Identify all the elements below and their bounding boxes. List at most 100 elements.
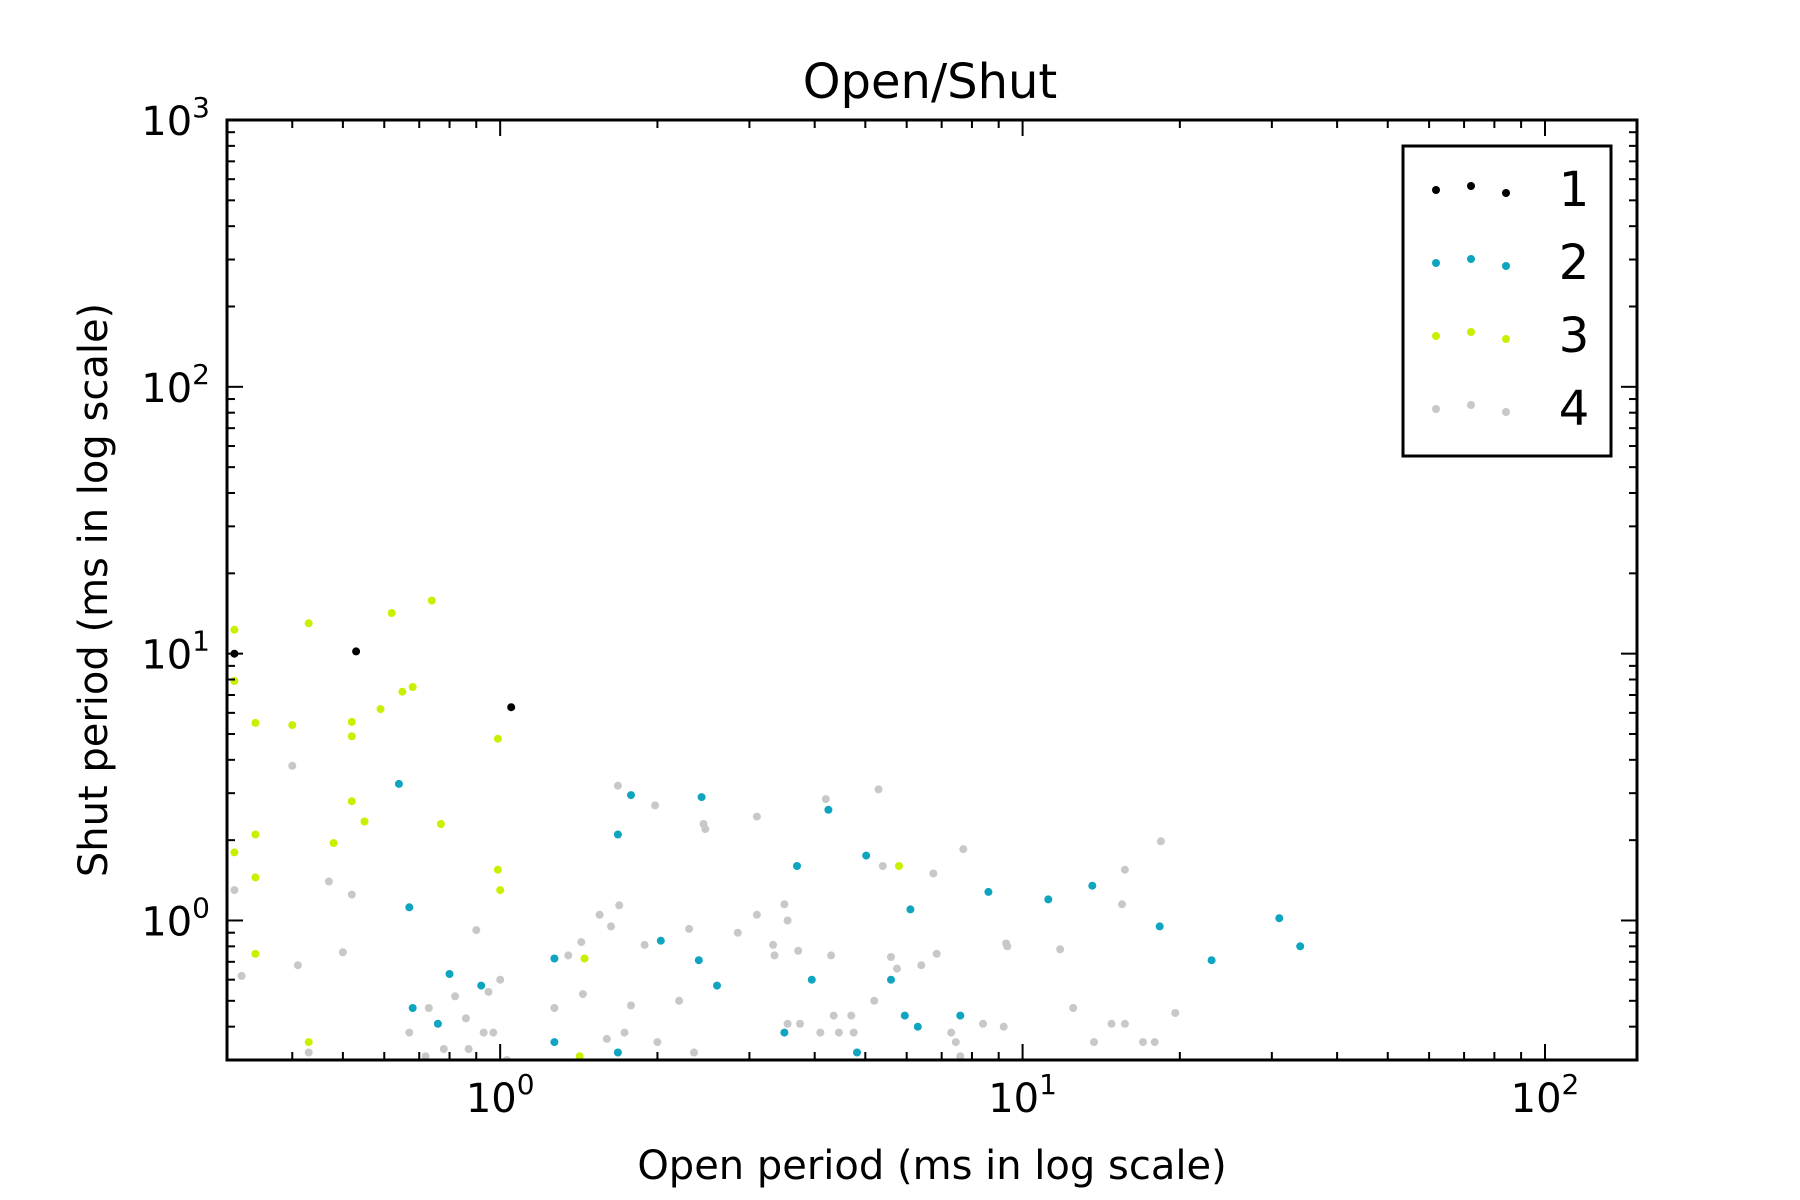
data-point-series-4 bbox=[816, 1029, 824, 1037]
data-point-series-2 bbox=[824, 806, 832, 814]
legend-marker bbox=[1502, 189, 1510, 197]
data-point-series-4 bbox=[830, 1012, 838, 1020]
data-point-series-2 bbox=[914, 1023, 922, 1031]
data-point-series-4 bbox=[1151, 1038, 1159, 1046]
data-point-series-4 bbox=[1000, 1023, 1008, 1031]
data-point-series-4 bbox=[875, 785, 883, 793]
data-point-series-3 bbox=[230, 848, 238, 856]
data-point-series-4 bbox=[485, 988, 493, 996]
data-point-series-2 bbox=[853, 1049, 861, 1057]
data-point-series-4 bbox=[651, 801, 659, 809]
data-point-series-2 bbox=[713, 982, 721, 990]
data-point-series-4 bbox=[947, 1029, 955, 1037]
data-point-series-2 bbox=[405, 903, 413, 911]
data-point-series-4 bbox=[929, 870, 937, 878]
data-point-series-4 bbox=[489, 1029, 497, 1037]
data-point-series-4 bbox=[425, 1004, 433, 1012]
data-point-series-4 bbox=[685, 925, 693, 933]
data-point-series-3 bbox=[305, 1038, 313, 1046]
data-point-series-2 bbox=[698, 793, 706, 801]
data-point-series-2 bbox=[1156, 922, 1164, 930]
data-point-series-4 bbox=[621, 1029, 629, 1037]
chart-title: Open/Shut bbox=[803, 54, 1058, 110]
data-point-series-3 bbox=[895, 862, 903, 870]
legend-label: 1 bbox=[1559, 162, 1590, 218]
x-axis-label: Open period (ms in log scale) bbox=[637, 1143, 1226, 1189]
legend-marker bbox=[1502, 335, 1510, 343]
data-point-series-2 bbox=[1296, 942, 1304, 950]
data-point-series-3 bbox=[388, 609, 396, 617]
data-point-series-4 bbox=[933, 950, 941, 958]
data-point-series-4 bbox=[348, 891, 356, 899]
data-point-series-3 bbox=[251, 719, 259, 727]
data-point-series-3 bbox=[377, 705, 385, 713]
data-point-series-4 bbox=[870, 997, 878, 1005]
data-point-series-3 bbox=[305, 619, 313, 627]
data-point-series-4 bbox=[822, 795, 830, 803]
data-point-series-3 bbox=[581, 955, 589, 963]
legend-marker bbox=[1467, 255, 1475, 263]
data-point-series-4 bbox=[784, 917, 792, 925]
data-point-series-4 bbox=[1108, 1020, 1116, 1028]
data-point-series-4 bbox=[753, 813, 761, 821]
data-point-series-2 bbox=[1275, 914, 1283, 922]
data-point-series-4 bbox=[579, 990, 587, 998]
data-point-series-3 bbox=[494, 866, 502, 874]
data-point-series-3 bbox=[398, 688, 406, 696]
data-point-series-4 bbox=[1139, 1038, 1147, 1046]
data-point-series-4 bbox=[1171, 1009, 1179, 1017]
data-point-series-1 bbox=[507, 703, 515, 711]
data-point-series-4 bbox=[850, 1029, 858, 1037]
legend-marker bbox=[1432, 405, 1440, 413]
data-point-series-2 bbox=[1208, 956, 1216, 964]
data-point-series-4 bbox=[607, 922, 615, 930]
legend: 1234 bbox=[1403, 146, 1611, 456]
data-point-series-2 bbox=[887, 976, 895, 984]
legend-marker bbox=[1467, 401, 1475, 409]
data-point-series-3 bbox=[361, 818, 369, 826]
data-point-series-4 bbox=[1069, 1004, 1077, 1012]
data-point-series-2 bbox=[1088, 882, 1096, 890]
data-point-series-2 bbox=[395, 780, 403, 788]
data-point-series-4 bbox=[879, 862, 887, 870]
data-point-series-2 bbox=[862, 852, 870, 860]
legend-marker bbox=[1467, 328, 1475, 336]
data-point-series-4 bbox=[675, 997, 683, 1005]
data-point-series-2 bbox=[695, 956, 703, 964]
data-point-series-4 bbox=[1157, 837, 1165, 845]
data-point-series-4 bbox=[1118, 900, 1126, 908]
data-point-series-4 bbox=[784, 1020, 792, 1028]
data-point-series-2 bbox=[409, 1004, 417, 1012]
data-point-series-4 bbox=[641, 941, 649, 949]
data-point-series-2 bbox=[1044, 895, 1052, 903]
data-point-series-4 bbox=[1121, 1020, 1129, 1028]
data-point-series-4 bbox=[734, 929, 742, 937]
data-point-series-2 bbox=[477, 982, 485, 990]
data-point-series-4 bbox=[288, 762, 296, 770]
data-point-series-3 bbox=[230, 626, 238, 634]
data-point-series-4 bbox=[462, 1014, 470, 1022]
data-point-series-4 bbox=[893, 965, 901, 973]
data-point-series-4 bbox=[564, 951, 572, 959]
data-point-series-3 bbox=[494, 735, 502, 743]
data-point-series-4 bbox=[794, 947, 802, 955]
data-point-series-1 bbox=[352, 647, 360, 655]
data-point-series-3 bbox=[428, 597, 436, 605]
data-point-series-3 bbox=[437, 820, 445, 828]
data-point-series-2 bbox=[984, 888, 992, 896]
data-point-series-3 bbox=[348, 732, 356, 740]
legend-marker bbox=[1502, 408, 1510, 416]
data-point-series-4 bbox=[796, 1020, 804, 1028]
data-point-series-3 bbox=[288, 721, 296, 729]
data-point-series-4 bbox=[1121, 866, 1129, 874]
data-point-series-3 bbox=[251, 873, 259, 881]
legend-marker bbox=[1432, 332, 1440, 340]
data-point-series-3 bbox=[409, 683, 417, 691]
data-point-series-3 bbox=[230, 677, 238, 685]
data-point-series-4 bbox=[603, 1035, 611, 1043]
legend-label: 3 bbox=[1559, 308, 1590, 364]
data-point-series-2 bbox=[627, 791, 635, 799]
data-point-series-3 bbox=[496, 886, 504, 894]
data-point-series-4 bbox=[1003, 942, 1011, 950]
